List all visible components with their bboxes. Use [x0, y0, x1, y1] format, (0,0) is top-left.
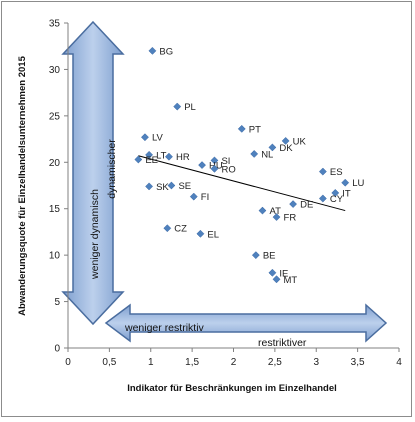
- point-label-cz: CZ: [174, 224, 187, 235]
- data-point-nl: [250, 149, 259, 158]
- y-tick-label: 25: [49, 111, 61, 122]
- point-label-fr: FR: [284, 213, 297, 224]
- arrow-label-dynamisch: dynamischer: [106, 139, 118, 199]
- point-label-nl: NL: [261, 149, 273, 160]
- point-label-lt: LT: [156, 150, 167, 161]
- y-tick-labels: 0 5 10 15 20 25 30 35: [49, 19, 68, 355]
- point-label-es: ES: [330, 167, 343, 178]
- point-label-pt: PT: [249, 124, 261, 135]
- data-point-lv: [141, 133, 149, 142]
- point-label-cy: CY: [330, 194, 344, 205]
- point-label-si: SI: [221, 156, 230, 167]
- x-tick-labels: 0 0,5 1 1,5 2 2,5 3 3,5 4: [65, 348, 402, 368]
- x-tick-label: 2,5: [268, 357, 282, 368]
- data-point-uk: [281, 136, 290, 145]
- point-label-el: EL: [207, 229, 219, 240]
- point-label-lu: LU: [352, 178, 364, 189]
- data-point-at: [258, 206, 267, 215]
- point-label-ie: IE: [279, 268, 288, 279]
- data-point-hr: [165, 152, 173, 161]
- y-axis-title: Abwanderungsquote für Einzelhandelsunter…: [17, 55, 28, 315]
- data-point-de: [289, 200, 298, 209]
- data-point-hu: [198, 161, 207, 170]
- data-point-ie: [268, 268, 277, 277]
- x-tick-label: 4: [396, 357, 402, 368]
- x-tick-label: 3,5: [351, 357, 365, 368]
- point-label-it: IT: [342, 188, 351, 199]
- data-point-dk: [268, 143, 277, 152]
- point-label-bg: BG: [159, 46, 173, 57]
- data-point-cz: [163, 224, 172, 233]
- x-tick-label: 2: [231, 357, 237, 368]
- point-label-be: BE: [263, 251, 276, 262]
- point-label-se: SE: [178, 181, 191, 192]
- point-label-fi: FI: [201, 192, 209, 203]
- point-label-sk: SK: [156, 182, 169, 193]
- point-label-de: DE: [300, 200, 313, 211]
- y-tick-label: 20: [49, 158, 61, 169]
- data-point-it: [331, 188, 340, 197]
- x-tick-label: 3: [313, 357, 319, 368]
- arrow-label-weniger-restriktiv: weniger restriktiv: [124, 322, 205, 334]
- data-point-se: [167, 181, 176, 190]
- point-label-ee: EE: [145, 155, 158, 166]
- data-point-ee: [134, 155, 143, 164]
- point-label-at: AT: [269, 206, 281, 217]
- data-point-si: [210, 156, 219, 165]
- data-point-ro: [210, 164, 219, 173]
- data-point-mt: [272, 275, 281, 284]
- data-point-lu: [341, 178, 350, 187]
- chart-frame: dynamischer weniger dynamisch weniger re…: [1, 1, 412, 417]
- point-label-pl: PL: [184, 102, 196, 113]
- y-tick-label: 5: [54, 297, 60, 308]
- arrow-label-weniger-dynamisch: weniger dynamisch: [89, 189, 101, 280]
- arrow-label-restriktiver: restriktiver: [258, 337, 307, 349]
- data-point-sk: [145, 182, 154, 191]
- point-label-hr: HR: [176, 152, 190, 163]
- point-label-uk: UK: [293, 136, 307, 147]
- data-point-be: [251, 251, 260, 260]
- x-axis-title: Indikator für Beschränkungen im Einzelha…: [127, 383, 337, 394]
- data-point-lt: [145, 150, 154, 159]
- y-tick-label: 30: [49, 65, 61, 76]
- point-label-hu: HU: [209, 161, 223, 172]
- data-point-cy: [318, 194, 327, 203]
- data-point-fi: [189, 192, 198, 201]
- x-tick-label: 0: [65, 357, 71, 368]
- y-tick-label: 15: [49, 204, 61, 215]
- y-tick-label: 0: [54, 344, 60, 355]
- data-point-fr: [272, 213, 281, 222]
- data-point-pt: [237, 124, 246, 133]
- data-point-bg: [148, 46, 157, 55]
- trendline: [138, 155, 346, 212]
- point-label-dk: DK: [279, 143, 293, 154]
- point-label-lv: LV: [152, 133, 164, 144]
- vertical-arrow: [61, 20, 125, 326]
- x-tick-label: 0,5: [102, 357, 116, 368]
- point-label-mt: MT: [284, 275, 298, 286]
- x-tick-label: 1: [148, 357, 154, 368]
- data-point-el: [196, 229, 205, 238]
- data-point-pl: [173, 102, 182, 111]
- data-point-es: [318, 167, 327, 176]
- y-tick-label: 10: [49, 251, 61, 262]
- y-tick-label: 35: [49, 19, 61, 30]
- x-tick-label: 1,5: [185, 357, 199, 368]
- point-label-ro: RO: [221, 164, 235, 175]
- horizontal-arrow: [104, 303, 388, 343]
